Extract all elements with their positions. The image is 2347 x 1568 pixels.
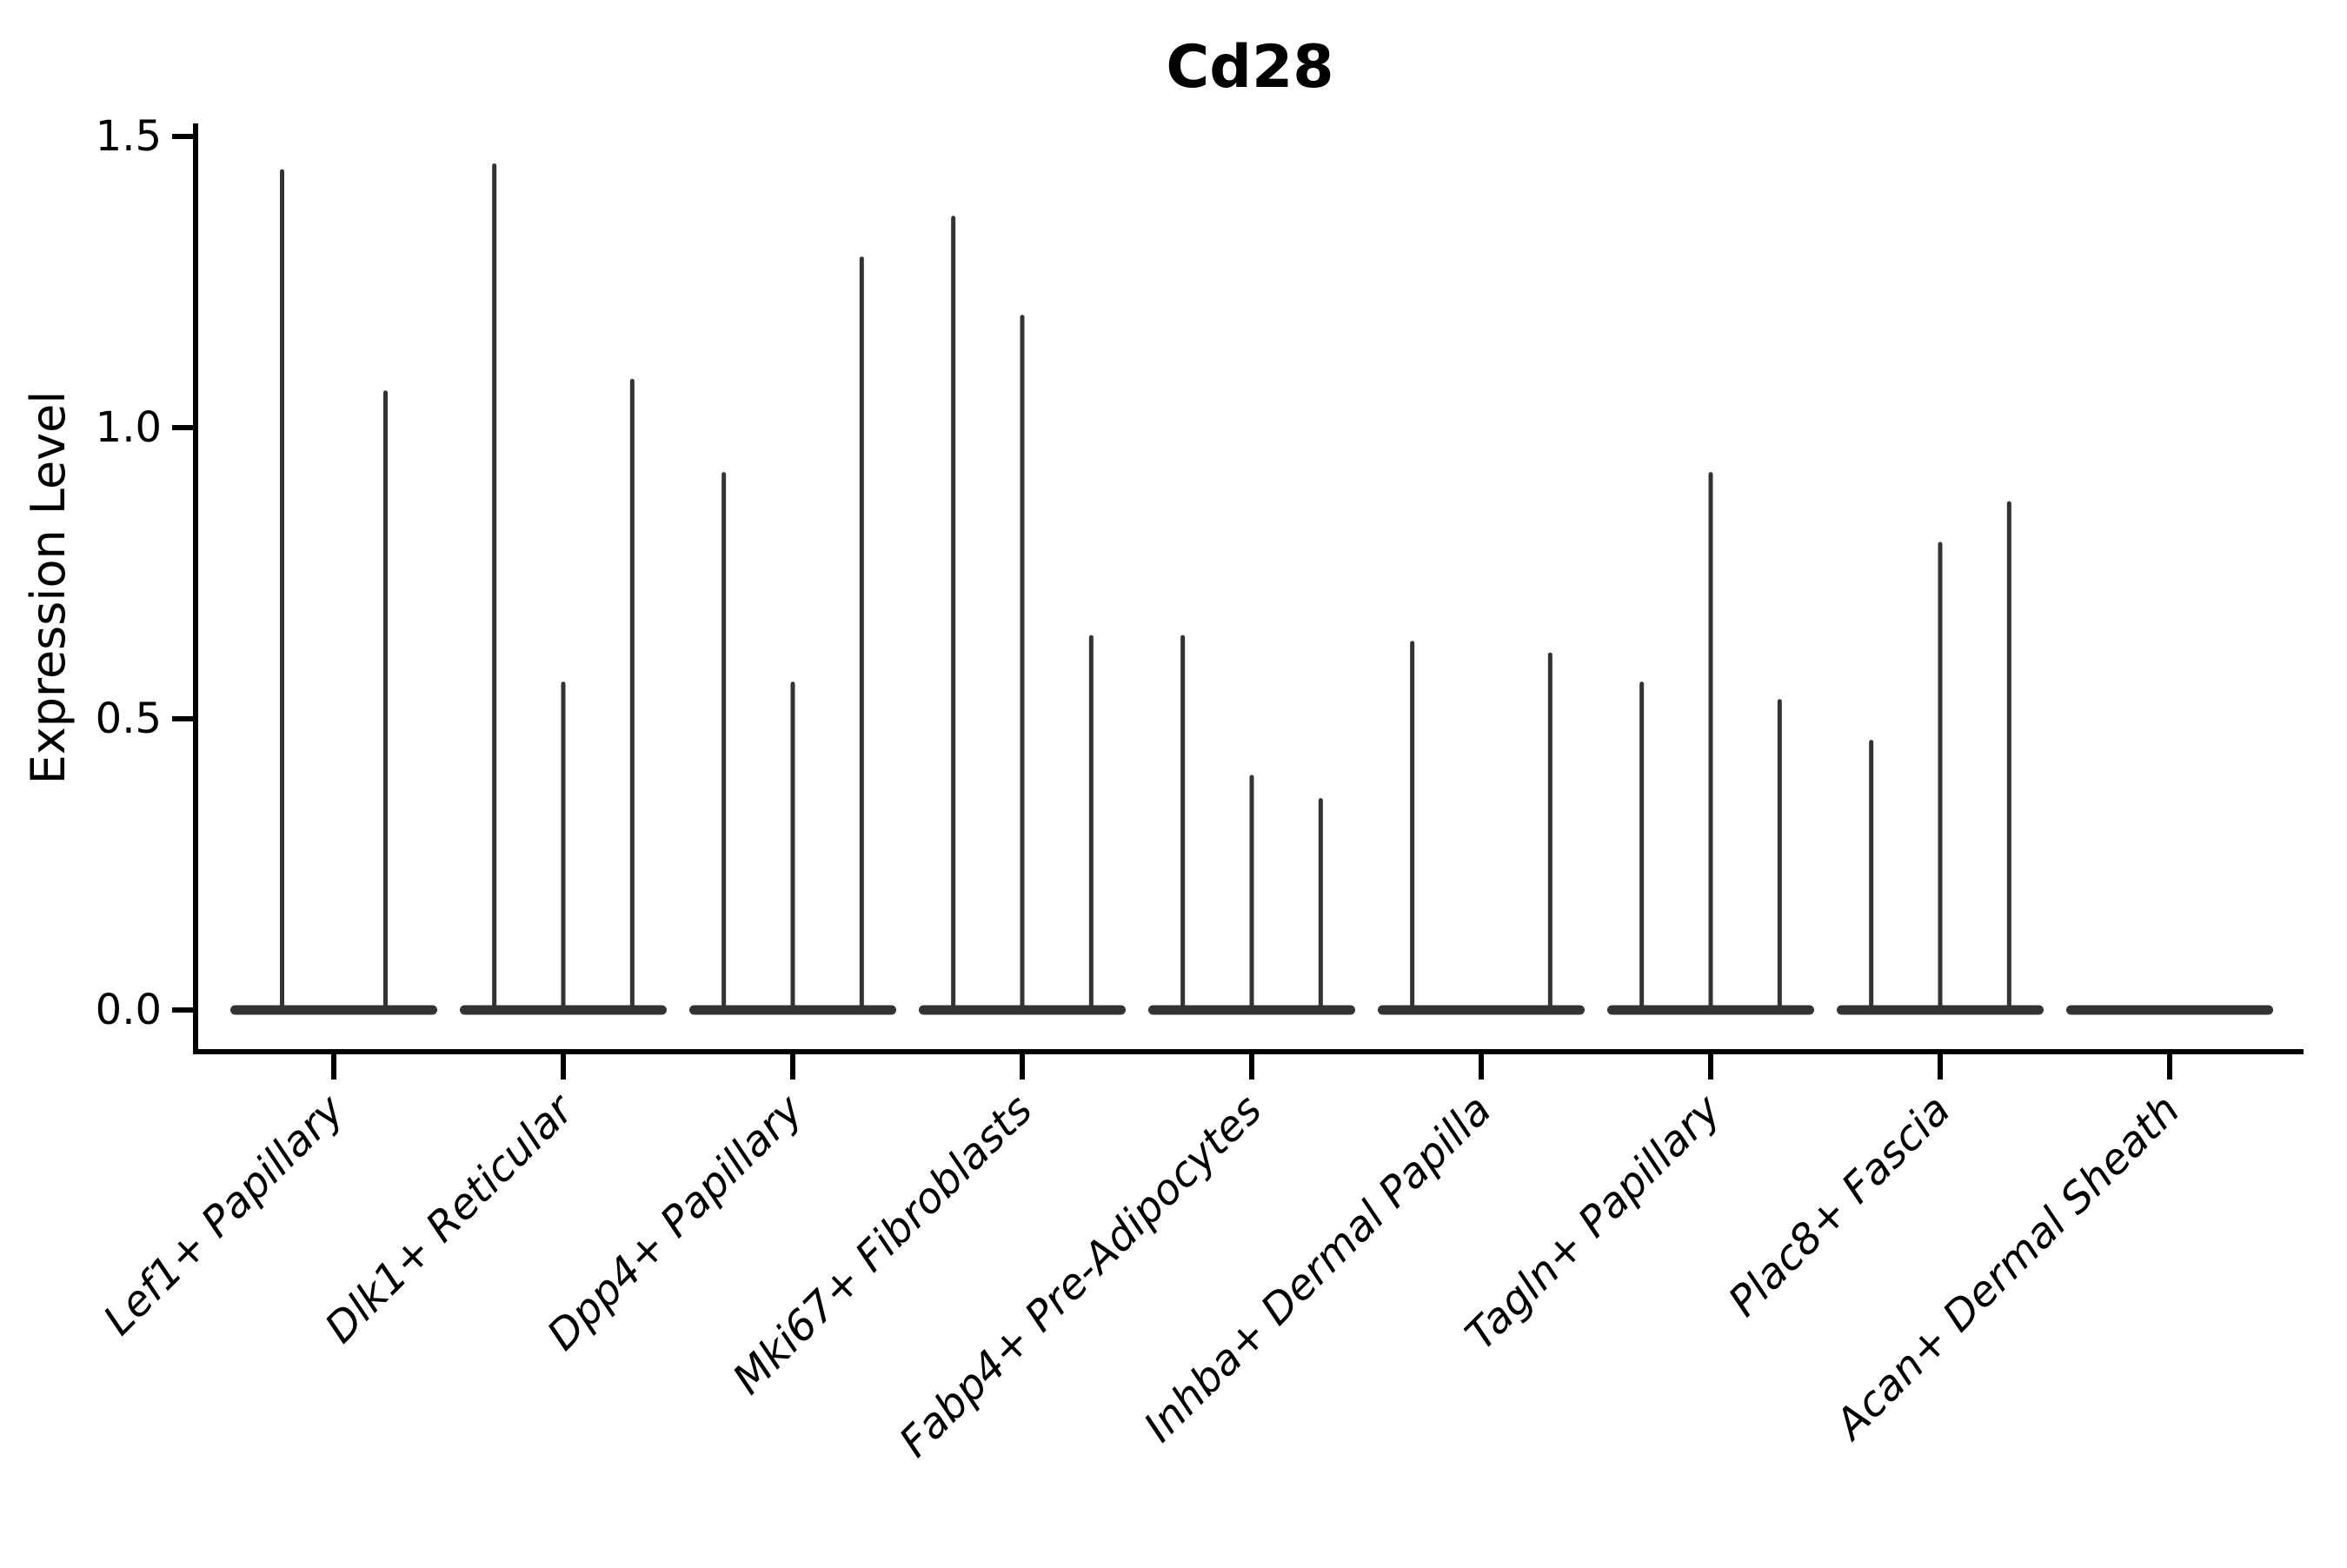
y-axis-ticks: 0.0 0.5 1.0 1.5 <box>96 112 196 1034</box>
y-axis-label: Expression Level <box>21 391 76 785</box>
violin-baseline <box>230 1005 437 1015</box>
y-tick-label: 0.5 <box>96 694 162 743</box>
x-tick-label: Dpp4+ Papillary <box>538 1085 813 1359</box>
x-tick-label: Dlk1+ Reticular <box>316 1084 585 1353</box>
violin-series <box>230 163 2273 1015</box>
x-tick-label: Lef1+ Papillary <box>94 1085 354 1345</box>
x-tick-label: Fabp4+ Pre-Adipocytes <box>890 1086 1272 1467</box>
y-tick-label: 1.0 <box>96 403 162 452</box>
y-tick-label: 0.0 <box>96 986 162 1034</box>
violin-baseline <box>1378 1005 1585 1015</box>
violin-baseline <box>2066 1005 2273 1015</box>
x-tick-label: Plac8+ Fascia <box>1719 1086 1960 1326</box>
x-tick-label: Tagln+ Papillary <box>1456 1085 1731 1359</box>
y-tick-label: 1.5 <box>96 112 162 161</box>
plot-title: Cd28 <box>1166 33 1333 102</box>
